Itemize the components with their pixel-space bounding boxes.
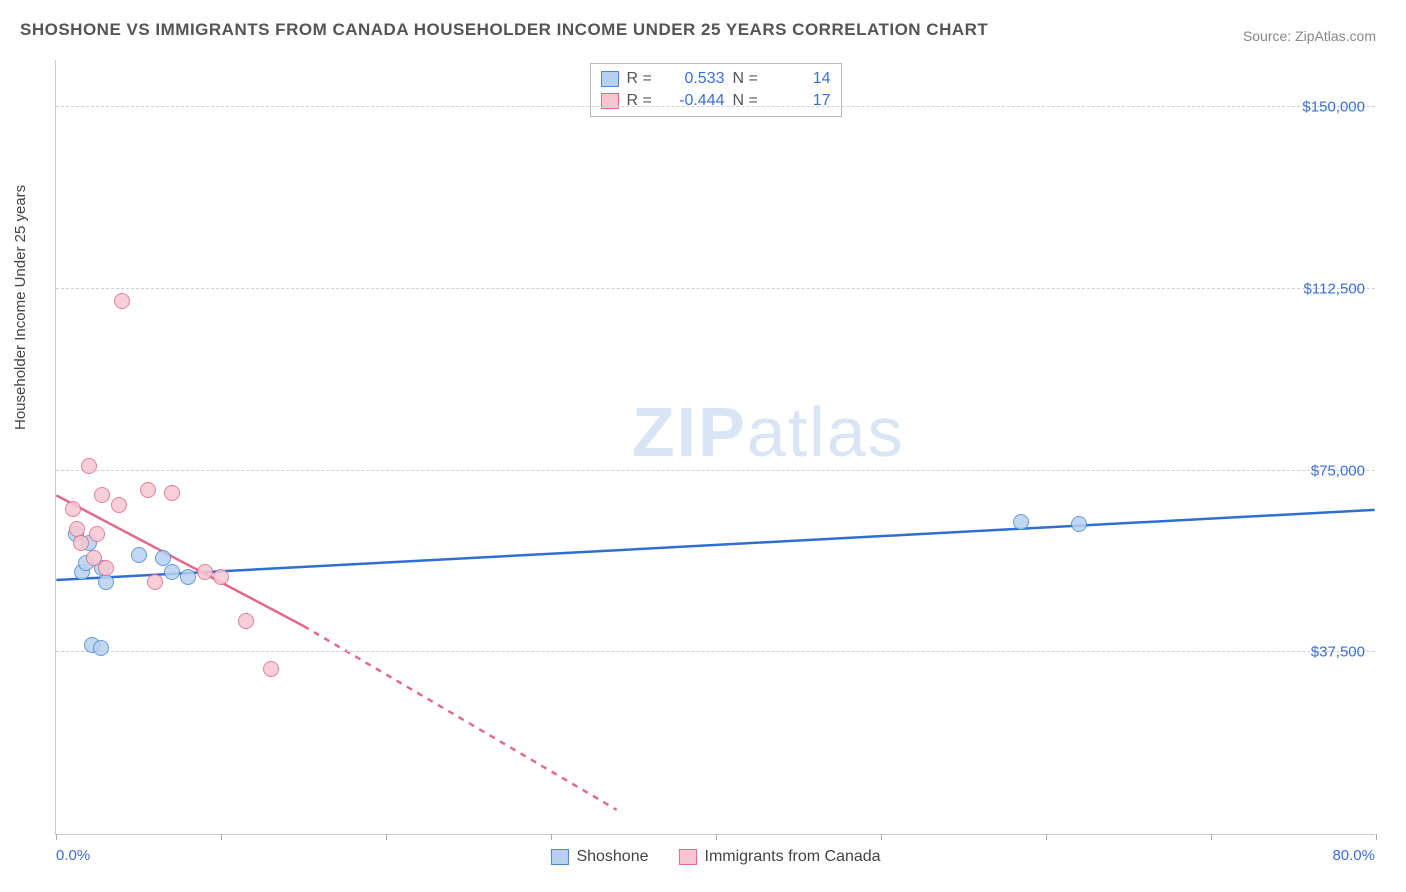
data-point-canada <box>114 293 130 309</box>
data-point-shoshone <box>98 574 114 590</box>
data-point-canada <box>94 487 110 503</box>
y-tick-label: $75,000 <box>1311 462 1365 479</box>
data-point-canada <box>111 497 127 513</box>
data-point-canada <box>140 482 156 498</box>
legend-series-name-0: Shoshone <box>576 848 648 866</box>
data-point-shoshone <box>180 569 196 585</box>
data-point-shoshone <box>164 564 180 580</box>
gridline <box>56 288 1375 289</box>
x-tick <box>716 834 717 840</box>
legend-series-swatch-0 <box>550 849 568 865</box>
x-tick <box>881 834 882 840</box>
legend-n-value-0: 14 <box>771 70 831 88</box>
data-point-canada <box>65 501 81 517</box>
gridline <box>56 470 1375 471</box>
data-point-canada <box>89 526 105 542</box>
data-point-canada <box>69 521 85 537</box>
data-point-canada <box>197 564 213 580</box>
legend-n-label: N = <box>733 70 763 88</box>
legend-stats: R = 0.533 N = 14 R = -0.444 N = 17 <box>590 63 842 117</box>
x-tick <box>551 834 552 840</box>
legend-r-label: R = <box>627 70 657 88</box>
data-point-shoshone <box>131 547 147 563</box>
y-tick-label: $150,000 <box>1302 99 1365 116</box>
data-point-canada <box>164 485 180 501</box>
legend-stats-row-0: R = 0.533 N = 14 <box>601 68 831 90</box>
x-tick <box>1376 834 1377 840</box>
legend-series-name-1: Immigrants from Canada <box>705 848 881 866</box>
x-tick <box>1211 834 1212 840</box>
data-point-canada <box>81 458 97 474</box>
gridline <box>56 651 1375 652</box>
data-point-canada <box>86 550 102 566</box>
data-point-canada <box>238 613 254 629</box>
legend-r-value-0: 0.533 <box>665 70 725 88</box>
data-point-canada <box>73 535 89 551</box>
data-point-shoshone <box>1071 516 1087 532</box>
data-point-shoshone <box>155 550 171 566</box>
legend-swatch-0 <box>601 71 619 87</box>
y-tick-label: $37,500 <box>1311 644 1365 661</box>
legend-series-swatch-1 <box>679 849 697 865</box>
source-label: Source: ZipAtlas.com <box>1243 28 1376 44</box>
chart-plot-area: ZIPatlas R = 0.533 N = 14 R = -0.444 N =… <box>55 60 1375 835</box>
y-tick-label: $112,500 <box>1304 281 1365 298</box>
data-point-canada <box>263 661 279 677</box>
legend-series: Shoshone Immigrants from Canada <box>550 848 880 866</box>
legend-series-item-1: Immigrants from Canada <box>679 848 881 866</box>
legend-series-item-0: Shoshone <box>550 848 648 866</box>
chart-title: SHOSHONE VS IMMIGRANTS FROM CANADA HOUSE… <box>20 20 988 40</box>
regression-lines <box>56 60 1375 834</box>
x-tick <box>221 834 222 840</box>
x-tick <box>386 834 387 840</box>
x-axis-end-label: 80.0% <box>1332 847 1375 864</box>
data-point-shoshone <box>93 640 109 656</box>
x-axis-start-label: 0.0% <box>56 847 90 864</box>
y-axis-label: Householder Income Under 25 years <box>12 185 29 430</box>
data-point-canada <box>147 574 163 590</box>
gridline <box>56 106 1375 107</box>
data-point-canada <box>213 569 229 585</box>
data-point-shoshone <box>1013 514 1029 530</box>
x-tick <box>56 834 57 840</box>
x-tick <box>1046 834 1047 840</box>
legend-stats-row-1: R = -0.444 N = 17 <box>601 90 831 112</box>
